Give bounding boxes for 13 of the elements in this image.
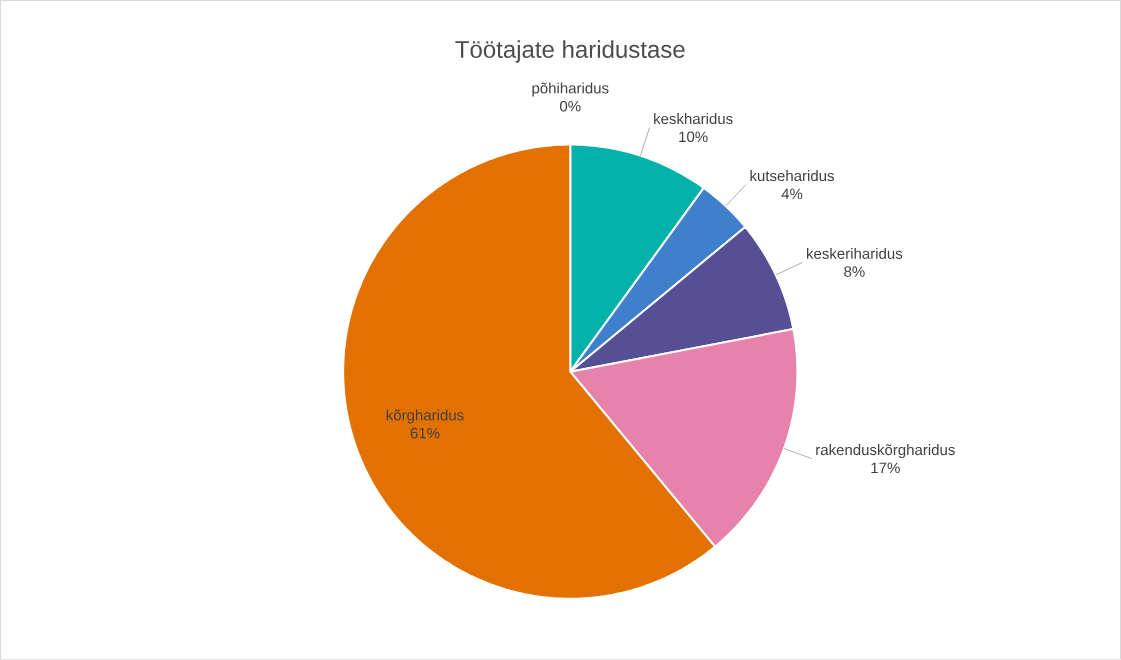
- data-label: 4%: [781, 188, 803, 200]
- category-label: põhiharidus: [532, 82, 609, 97]
- slice-label: kõrgharidus: [386, 409, 464, 424]
- data-label: 8%: [844, 266, 865, 277]
- slice-label: kutseharidus: [750, 170, 834, 182]
- data-label: 17%: [871, 462, 900, 474]
- slice-label: keskeriharidus: [807, 247, 903, 259]
- slice-label: keskharidus: [654, 113, 733, 125]
- chart-title: Töötajate haridustase: [455, 40, 685, 63]
- text: 0%: [560, 100, 581, 112]
- data-label: 10%: [679, 131, 708, 143]
- slice-label: rakenduskõrgharidus: [816, 444, 955, 459]
- data-label: 61%: [410, 427, 440, 439]
